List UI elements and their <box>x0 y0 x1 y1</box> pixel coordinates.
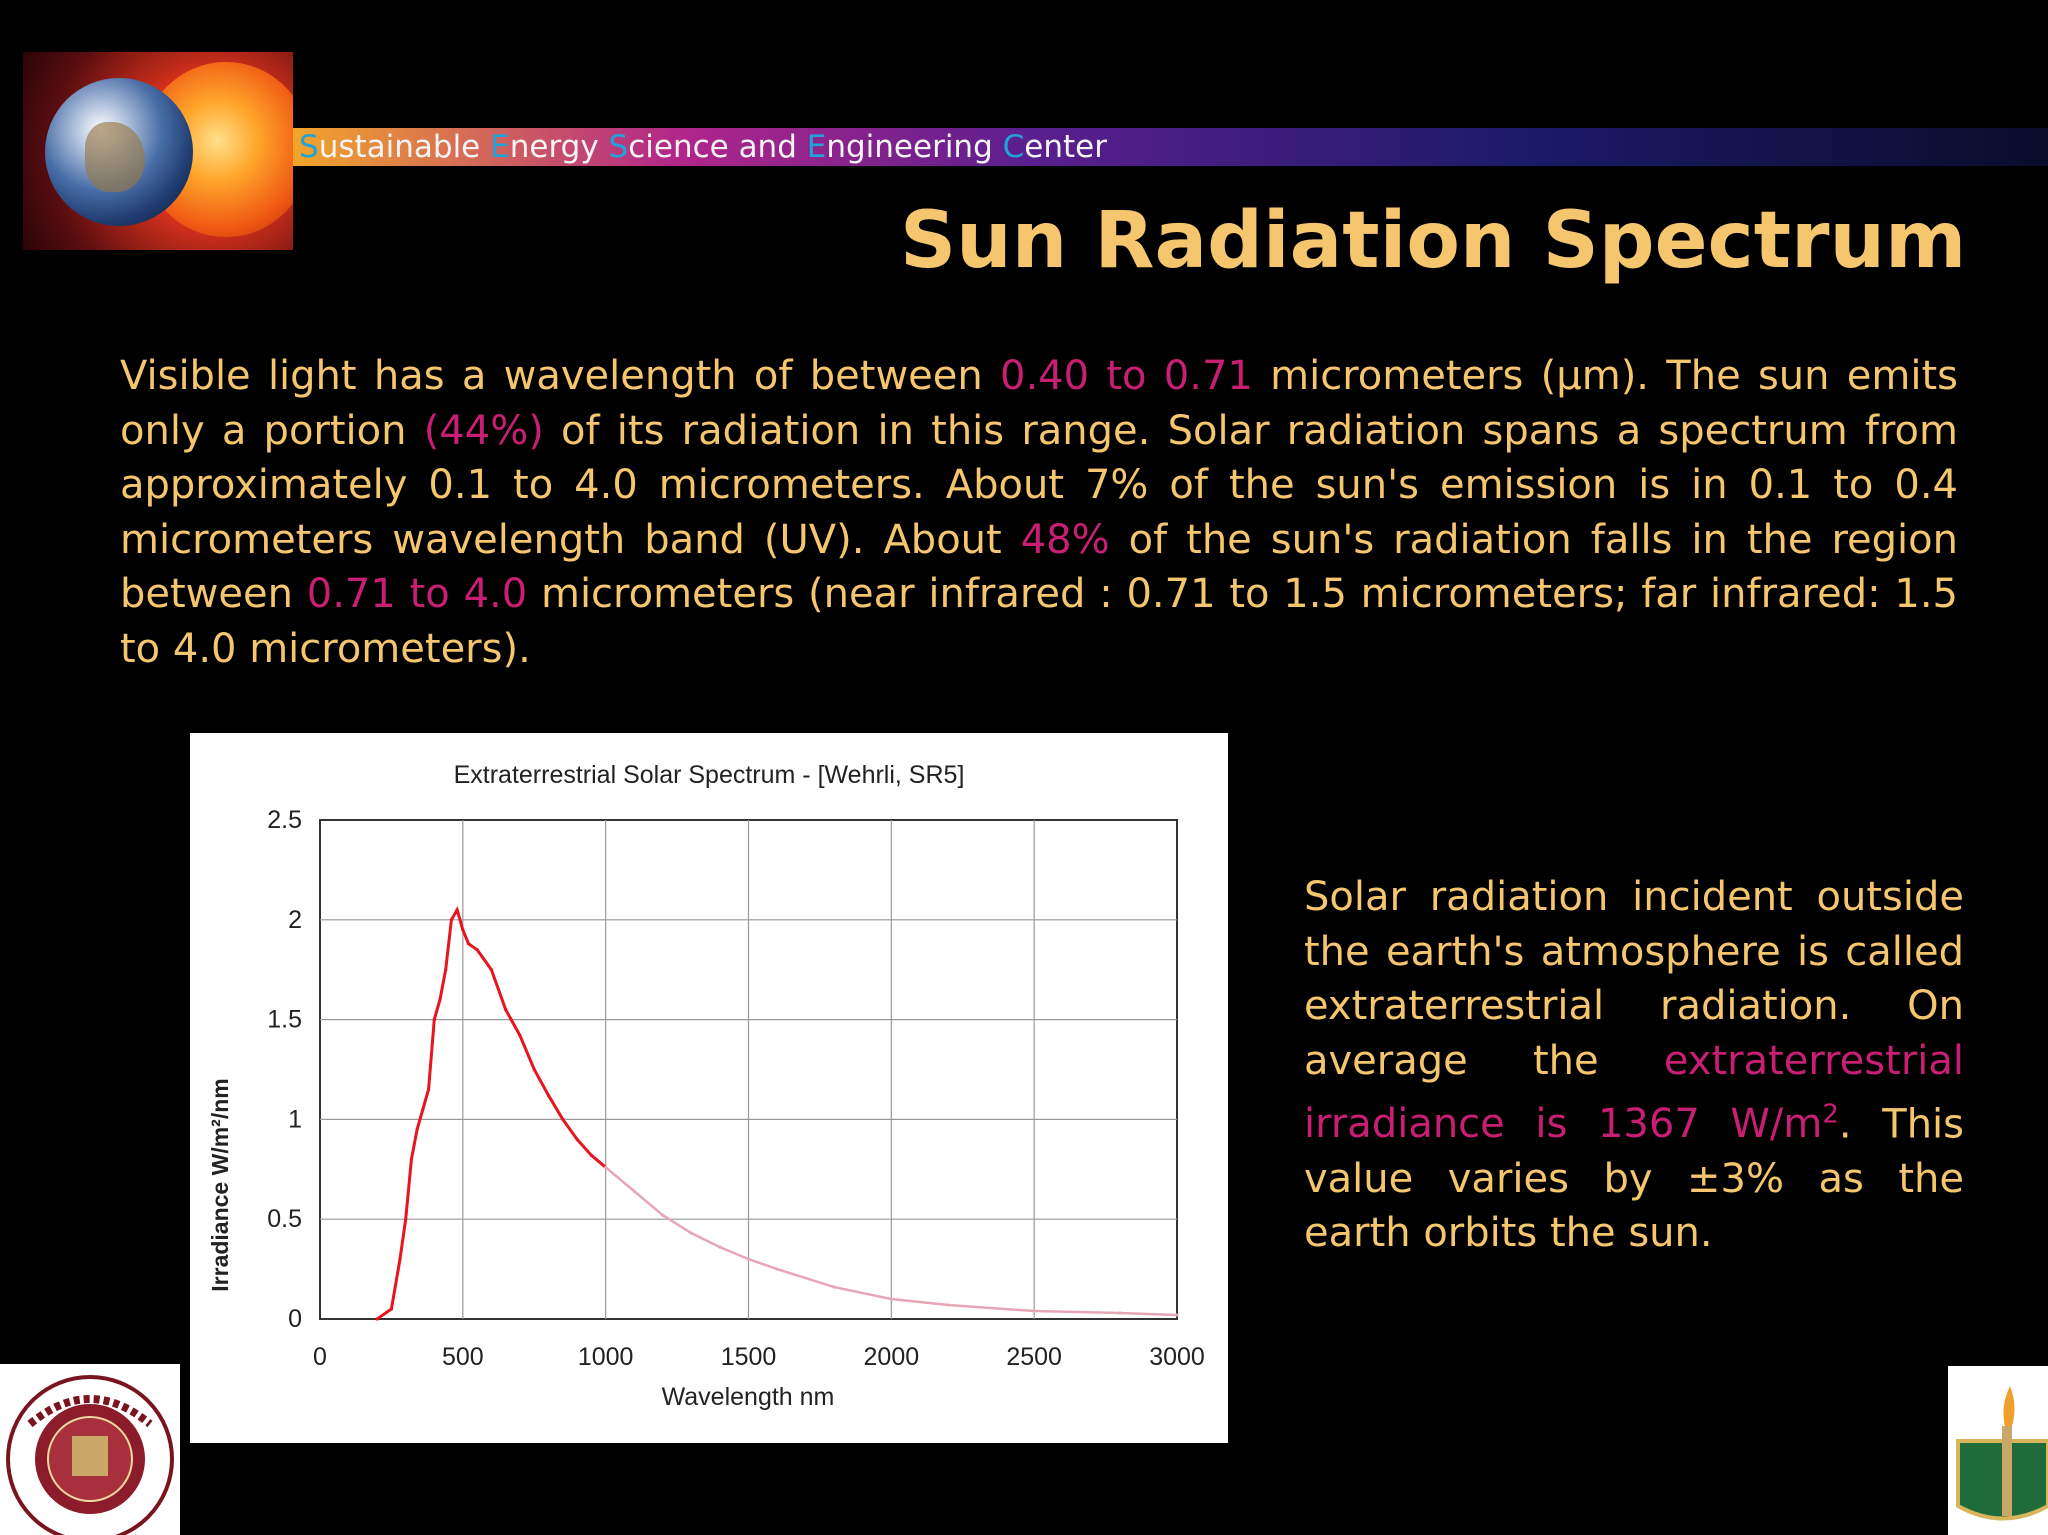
data-point <box>426 1087 431 1092</box>
data-point <box>589 1153 593 1157</box>
x-tick-label: 1500 <box>721 1343 777 1371</box>
banner-initial: S <box>299 129 319 165</box>
banner-text-part: ustainable <box>318 129 491 165</box>
data-point <box>561 1117 565 1121</box>
x-tick-label: 0 <box>313 1343 327 1371</box>
data-point <box>889 1297 893 1301</box>
chart-xlabel: Wavelength nm <box>662 1383 835 1411</box>
sun-earth-logo <box>23 52 293 250</box>
body-text: micrometers (near infrared : 0.71 to 1.5… <box>120 571 1958 672</box>
data-point <box>421 1107 425 1112</box>
data-point <box>546 1093 551 1098</box>
banner-text-part: nergy <box>509 129 609 165</box>
highlight-text: 48% <box>1020 516 1110 563</box>
irradiance-highlight: extraterrestrial irradiance is 1367 W/m2 <box>1304 1038 1964 1148</box>
data-point <box>404 1217 408 1221</box>
highlight-text: 0.40 to 0.71 <box>1000 353 1253 399</box>
side-text-1: Solar radiation incident outside the ear… <box>1304 874 1964 1084</box>
data-point <box>432 1018 436 1022</box>
x-tick-label: 3000 <box>1149 1343 1205 1371</box>
data-point <box>449 918 454 922</box>
data-point <box>398 1257 402 1261</box>
data-point <box>409 1157 414 1161</box>
banner-initial: E <box>806 129 827 165</box>
data-point <box>661 1213 665 1217</box>
banner-initial: E <box>490 129 510 165</box>
data-point <box>946 1303 951 1307</box>
body-text: of its radiation in this range. Solar ra… <box>120 407 1958 563</box>
fsu-seal-logo <box>0 1364 180 1535</box>
body-text: Visible light has a wavelength of betwee… <box>120 353 1001 399</box>
x-tick-label: 500 <box>442 1343 484 1371</box>
chart-ticks: 0 500 1000 1500 2000 2500 3000 0 0.5 1 1.5 2 2.5 <box>267 806 1205 1371</box>
data-point <box>575 1137 579 1141</box>
data-point <box>1175 1313 1179 1317</box>
chart-svg: Extraterrestrial Solar Spectrum - [Wehrl… <box>207 761 1205 1411</box>
data-point <box>518 1033 522 1038</box>
body-text: micrometers (µm). The sun emits only a p… <box>120 353 1958 454</box>
highlight-text: 0.71 to 4.0 <box>306 571 528 617</box>
data-point <box>718 1245 722 1249</box>
banner-text-part: cience and <box>628 129 807 165</box>
chart-title: Extraterrestrial Solar Spectrum - [Wehrl… <box>454 761 965 789</box>
banner-title: Sustainable Energy Science and Engineeri… <box>299 128 1107 166</box>
data-point <box>532 1067 536 1072</box>
chart-grid <box>319 819 1178 1320</box>
y-tick-label: 2.5 <box>267 806 302 834</box>
data-point <box>466 942 471 946</box>
earth-icon <box>45 78 193 226</box>
data-point <box>1032 1309 1036 1313</box>
data-point <box>689 1231 693 1235</box>
intro-paragraph: Visible light has a wavelength of betwee… <box>120 349 1958 676</box>
header-banner: Sustainable Energy Science and Engineeri… <box>293 128 2048 166</box>
y-tick-label: 0.5 <box>267 1205 302 1233</box>
data-point <box>832 1285 836 1289</box>
banner-text-part: ngineering <box>826 129 1003 165</box>
data-point <box>389 1307 394 1311</box>
banner-text-part: enter <box>1024 129 1107 165</box>
x-tick-label: 2000 <box>864 1343 920 1371</box>
data-point <box>632 1189 636 1193</box>
chart-series <box>375 905 1179 1321</box>
x-tick-label: 1000 <box>578 1343 634 1371</box>
data-point <box>438 998 442 1002</box>
banner-initial: S <box>608 129 629 165</box>
data-point <box>444 968 448 972</box>
body-text: of the sun's radiation falls in the regi… <box>120 516 1958 618</box>
data-point <box>604 1165 608 1169</box>
y-tick-label: 2 <box>288 906 302 934</box>
torch-shield-logo <box>1948 1366 2048 1535</box>
data-point <box>375 1317 379 1321</box>
spectrum-chart: Extraterrestrial Solar Spectrum - [Wehrl… <box>190 733 1228 1443</box>
irradiance-exponent: 2 <box>1822 1100 1839 1130</box>
side-text-2: . This value varies by ±3% as the earth … <box>1304 1101 1964 1257</box>
data-point <box>475 948 479 952</box>
page-title: Sun Radiation Spectrum <box>900 196 1967 286</box>
data-point <box>415 1127 419 1131</box>
data-point <box>461 928 465 932</box>
highlight-text: (44%) <box>423 407 544 454</box>
data-point <box>746 1257 751 1261</box>
data-point <box>775 1267 779 1271</box>
data-point <box>1118 1311 1122 1315</box>
y-tick-label: 0 <box>288 1305 302 1333</box>
data-point <box>489 968 493 972</box>
data-point <box>455 908 459 912</box>
y-tick-label: 1.5 <box>267 1006 302 1034</box>
x-tick-label: 2500 <box>1006 1343 1062 1371</box>
data-point <box>504 1008 508 1012</box>
extraterrestrial-paragraph: Solar radiation incident outside the ear… <box>1304 870 1964 1261</box>
chart-ylabel: Irradiance W/m²/nm <box>207 1078 233 1291</box>
irradiance-text: extraterrestrial irradiance is 1367 W/m <box>1304 1037 1964 1148</box>
y-tick-label: 1 <box>288 1105 302 1133</box>
banner-initial: C <box>1002 129 1025 165</box>
